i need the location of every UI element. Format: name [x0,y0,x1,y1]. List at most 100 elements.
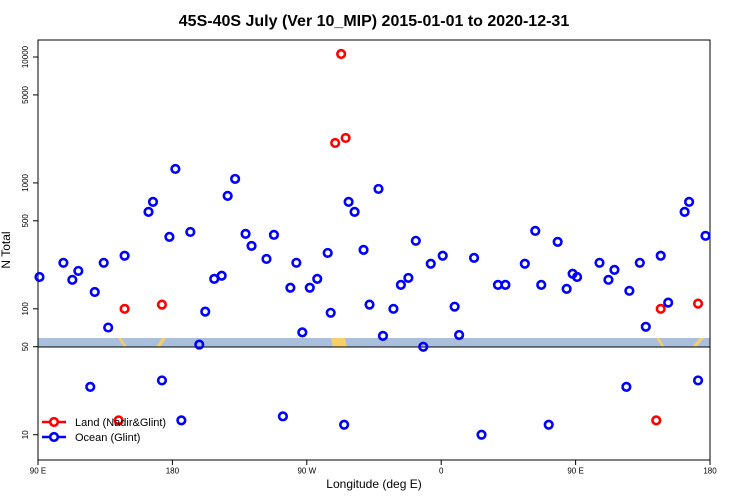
point [561,283,572,294]
point [194,339,205,350]
point [425,258,436,269]
y-tick-label: 10 [21,430,30,439]
point [536,279,547,290]
legend-marker [48,416,60,428]
point [325,307,336,318]
point [147,196,159,207]
point [476,429,487,440]
point [164,231,175,242]
point [437,250,448,261]
x-tick-label: 90 E [567,467,583,476]
plot-frame [37,39,711,461]
point [683,196,695,207]
x-tick-label: 0 [439,467,444,476]
point [388,303,399,314]
legend-label: Land (Nadir&Glint) [75,417,166,429]
point [603,274,614,285]
point [336,48,347,60]
point [67,274,78,285]
point [58,257,69,268]
point [261,253,272,265]
point [200,306,211,317]
point [343,196,354,207]
point [73,265,84,277]
point [156,375,168,386]
point [185,226,196,238]
point [291,257,302,268]
x-tick-label: 180 [703,467,717,476]
point [640,321,651,332]
point [454,329,465,341]
point [594,257,605,268]
point [552,236,563,248]
point [364,299,375,310]
point [403,272,414,284]
point [395,279,406,290]
point [468,252,480,263]
point [410,235,421,246]
point [449,301,460,312]
point [634,257,645,268]
point [322,247,333,259]
point [651,415,662,426]
y-tick-label: 10000 [21,45,30,68]
x-axis-label: Longitude (deg E) [326,477,421,491]
point [349,206,360,217]
point [176,415,187,426]
point [285,282,296,293]
point [98,257,109,268]
legend-marker [48,431,60,443]
point [377,330,389,341]
y-tick-label: 1000 [21,173,30,191]
point [246,240,257,252]
point [312,273,323,284]
point [571,271,583,283]
point [156,299,168,310]
point [692,375,704,386]
point [655,250,666,261]
point [89,286,100,298]
y-tick-label: 50 [21,342,30,351]
point [543,419,554,430]
point [500,279,511,290]
point [330,137,341,149]
point [679,206,690,217]
map-strip [38,338,710,348]
point [222,190,233,201]
point [358,244,369,255]
point [519,258,530,269]
legend-label: Ocean (Glint) [75,432,140,444]
point [340,132,351,144]
x-tick-label: 90 E [30,467,46,476]
point [621,381,632,392]
y-tick-label: 5000 [21,85,30,103]
x-tick-label: 180 [166,467,180,476]
point [170,163,181,175]
point [624,285,635,296]
point [530,225,541,236]
point [216,270,227,281]
y-axis-label: N Total [0,231,13,268]
point [277,411,289,422]
x-tick-label: 90 W [297,467,316,476]
point [655,303,666,314]
point [240,228,251,239]
point [34,271,45,283]
y-tick-label: 500 [21,214,30,228]
point [700,230,711,241]
point [85,381,96,392]
point [304,282,315,293]
point [692,298,704,309]
point [373,183,384,195]
point [103,322,114,333]
point [609,264,620,275]
point [143,206,154,217]
point [113,415,124,426]
point [663,297,674,308]
point [339,419,350,430]
point [297,327,308,338]
point [268,229,280,240]
y-tick-label: 100 [21,302,30,316]
point [230,173,241,185]
